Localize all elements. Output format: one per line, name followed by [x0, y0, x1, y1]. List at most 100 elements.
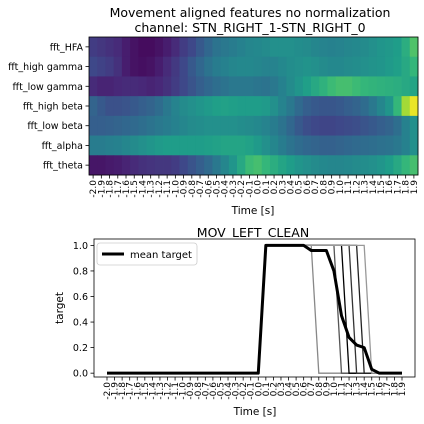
- heatmap-cell: [327, 135, 337, 156]
- line-x-tick-label: 0.7: [307, 382, 317, 396]
- heatmap-cell: [409, 115, 419, 136]
- heatmap-cell: [228, 115, 238, 136]
- heatmap-cell: [261, 155, 271, 176]
- heatmap-cell: [204, 115, 213, 136]
- heatmap-cell: [335, 135, 345, 156]
- line-panel: MOV_LEFT_CLEAN 0.00.20.40.60.81.0 -2.0-1…: [54, 225, 416, 418]
- heatmap-cell: [154, 155, 164, 176]
- heatmap-cell: [286, 115, 296, 136]
- heatmap-x-tick-label: -0.4: [221, 180, 231, 198]
- heatmap-x-tick-label: -1.6: [122, 180, 132, 198]
- heatmap-cell: [163, 135, 172, 156]
- line-y-tick-label: 0.4: [73, 318, 88, 329]
- heatmap-cell: [311, 115, 320, 136]
- heatmap-cell: [113, 135, 123, 156]
- line-x-tick-label: 0.4: [285, 382, 295, 397]
- heatmap-cell: [385, 56, 394, 77]
- heatmap-cell: [228, 37, 238, 58]
- line-frame: [93, 238, 416, 378]
- line-x-tick-label: 0.2: [269, 382, 279, 396]
- heatmap-cell: [204, 56, 213, 77]
- heatmap-cell: [368, 135, 378, 156]
- heatmap-cell: [311, 56, 320, 77]
- heatmap-cell: [245, 155, 254, 176]
- heatmap-cell: [97, 96, 106, 117]
- heatmap-cell: [352, 37, 361, 58]
- heatmap-cell: [171, 115, 180, 136]
- heatmap-cell: [113, 37, 123, 58]
- heatmap-x-tick-label: 0.5: [295, 180, 305, 194]
- heatmap-x-tick-label: 0.6: [303, 180, 313, 195]
- heatmap-cell: [393, 155, 402, 176]
- heatmap-cell: [154, 135, 164, 156]
- heatmap-cell: [360, 115, 370, 136]
- heatmap-cell: [343, 135, 353, 156]
- heatmap-cell: [385, 76, 394, 97]
- heatmap-cell: [237, 135, 246, 156]
- heatmap-cell: [187, 76, 197, 97]
- heatmap-cell: [113, 115, 123, 136]
- heatmap-cell: [278, 135, 287, 156]
- heatmap-title: Movement aligned features no normalizati…: [110, 5, 391, 20]
- heatmap-cell: [352, 155, 361, 176]
- heatmap-cell: [376, 155, 386, 176]
- heatmap-x-tick-label: -0.9: [180, 180, 190, 198]
- heatmap-cell: [228, 96, 238, 117]
- heatmap-cell: [171, 37, 180, 58]
- heatmap-cell: [97, 76, 106, 97]
- heatmap-cell: [409, 135, 419, 156]
- heatmap-cell: [393, 76, 402, 97]
- heatmap-cell: [401, 96, 411, 117]
- heatmap-cell: [253, 96, 263, 117]
- heatmap-x-tick-label: 0.3: [278, 180, 288, 194]
- heatmap-cell: [393, 115, 402, 136]
- heatmap-cell: [269, 96, 279, 117]
- heatmap-cell: [261, 56, 271, 77]
- heatmap-x-tick-label: -0.2: [237, 180, 247, 198]
- line-y-tick-label: 0.2: [73, 343, 88, 354]
- heatmap-cell: [335, 115, 345, 136]
- line-x-tick-label: -1.2: [164, 382, 174, 400]
- heatmap-x-tick-label: -1.1: [163, 180, 173, 198]
- heatmap-cell: [187, 155, 197, 176]
- heatmap-cell: [138, 155, 147, 176]
- line-x-tick-label: 0.6: [300, 382, 310, 397]
- line-x-tick-label: 1.4: [360, 382, 370, 397]
- heatmap-cell: [245, 115, 254, 136]
- heatmap-cell: [179, 56, 189, 77]
- heatmap-x-tick-label: 1.5: [377, 180, 387, 194]
- heatmap-cell: [261, 135, 271, 156]
- heatmap-cell: [138, 135, 147, 156]
- heatmap-cell: [278, 115, 287, 136]
- heatmap-cell: [335, 155, 345, 176]
- heatmap-cell: [368, 115, 378, 136]
- heatmap-cell: [311, 135, 320, 156]
- line-y-tick-label: 1.0: [73, 241, 88, 252]
- line-x-tick-label: 1.9: [398, 382, 408, 397]
- line-legend: mean target: [96, 242, 198, 266]
- heatmap-cell: [335, 96, 345, 117]
- heatmap-cell: [401, 76, 411, 97]
- heatmap-x-tick-label: 1.7: [393, 180, 403, 194]
- heatmap-cell: [105, 115, 115, 136]
- heatmap-x-tick-label: 0.0: [254, 180, 264, 195]
- heatmap-cell: [105, 76, 115, 97]
- heatmap-cell: [352, 135, 361, 156]
- line-y-tick-label: 0.8: [73, 266, 88, 277]
- heatmap-cell: [409, 96, 419, 117]
- line-x-tick-label: -1.6: [133, 382, 143, 400]
- line-x-tick-label: -0.8: [194, 382, 204, 400]
- heatmap-cell: [89, 56, 98, 77]
- heatmap-cell: [138, 56, 147, 77]
- heatmap-cell: [105, 135, 115, 156]
- heatmap-cell: [212, 115, 222, 136]
- heatmap-x-tick-label: 1.0: [336, 180, 346, 195]
- line-x-tick-label: 0.9: [322, 382, 332, 397]
- heatmap-cell: [253, 155, 263, 176]
- heatmap-cell: [187, 37, 197, 58]
- heatmap-cell: [352, 96, 361, 117]
- heatmap-cell: [130, 56, 139, 77]
- heatmap-cell: [343, 115, 353, 136]
- heatmap-cell: [146, 115, 156, 136]
